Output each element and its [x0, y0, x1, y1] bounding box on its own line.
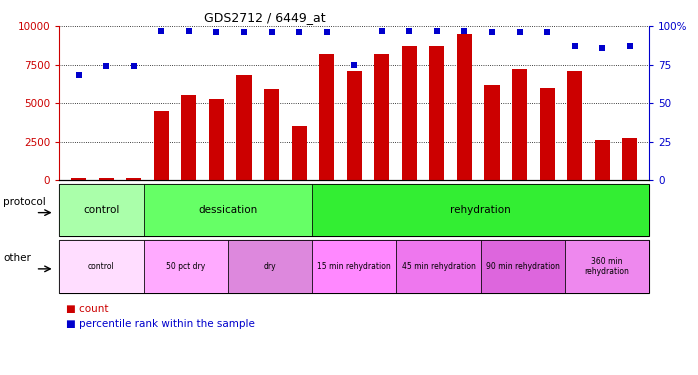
- Point: [459, 28, 470, 34]
- Point: [73, 72, 84, 78]
- Bar: [59, 240, 144, 292]
- Text: 90 min rehydration: 90 min rehydration: [486, 262, 560, 271]
- Point: [156, 28, 167, 34]
- Text: 50 pct dry: 50 pct dry: [166, 262, 205, 271]
- Point: [321, 29, 332, 35]
- Bar: [623, 138, 637, 180]
- Bar: [567, 71, 582, 180]
- Bar: [481, 240, 565, 292]
- Point: [211, 29, 222, 35]
- Point: [348, 62, 359, 68]
- Bar: [228, 240, 312, 292]
- Bar: [59, 184, 144, 236]
- Point: [239, 29, 250, 35]
- Text: ■ percentile rank within the sample: ■ percentile rank within the sample: [66, 320, 255, 329]
- Bar: [264, 89, 279, 180]
- Bar: [396, 240, 481, 292]
- Point: [487, 29, 498, 35]
- Point: [101, 63, 112, 69]
- Point: [266, 29, 277, 35]
- Point: [597, 45, 608, 51]
- Point: [128, 63, 140, 69]
- Bar: [144, 184, 312, 236]
- Bar: [98, 178, 114, 180]
- Bar: [312, 240, 396, 292]
- Text: rehydration: rehydration: [450, 205, 511, 215]
- Text: GDS2712 / 6449_at: GDS2712 / 6449_at: [205, 11, 326, 24]
- Bar: [429, 46, 445, 180]
- Bar: [374, 54, 389, 180]
- Point: [624, 43, 635, 49]
- Point: [431, 28, 443, 34]
- Point: [184, 28, 195, 34]
- Point: [376, 28, 387, 34]
- Bar: [312, 184, 649, 236]
- Point: [514, 29, 525, 35]
- Bar: [292, 126, 306, 180]
- Point: [294, 29, 305, 35]
- Bar: [144, 240, 228, 292]
- Bar: [457, 34, 472, 180]
- Bar: [319, 54, 334, 180]
- Text: dessication: dessication: [198, 205, 258, 215]
- Bar: [347, 71, 362, 180]
- Bar: [512, 69, 527, 180]
- Bar: [595, 140, 610, 180]
- Bar: [154, 111, 169, 180]
- Bar: [237, 75, 251, 180]
- Text: control: control: [88, 262, 115, 271]
- Bar: [71, 178, 86, 180]
- Bar: [181, 96, 196, 180]
- Text: other: other: [3, 254, 31, 263]
- Bar: [402, 46, 417, 180]
- Point: [403, 28, 415, 34]
- Text: 360 min
rehydration: 360 min rehydration: [584, 256, 630, 276]
- Text: 15 min rehydration: 15 min rehydration: [318, 262, 391, 271]
- Point: [569, 43, 580, 49]
- Bar: [126, 178, 141, 180]
- Bar: [540, 88, 555, 180]
- Bar: [565, 240, 649, 292]
- Text: control: control: [83, 205, 119, 215]
- Text: ■ count: ■ count: [66, 304, 109, 314]
- Text: protocol: protocol: [3, 197, 45, 207]
- Bar: [484, 85, 500, 180]
- Text: 45 min rehydration: 45 min rehydration: [401, 262, 475, 271]
- Text: dry: dry: [264, 262, 276, 271]
- Bar: [209, 99, 224, 180]
- Point: [542, 29, 553, 35]
